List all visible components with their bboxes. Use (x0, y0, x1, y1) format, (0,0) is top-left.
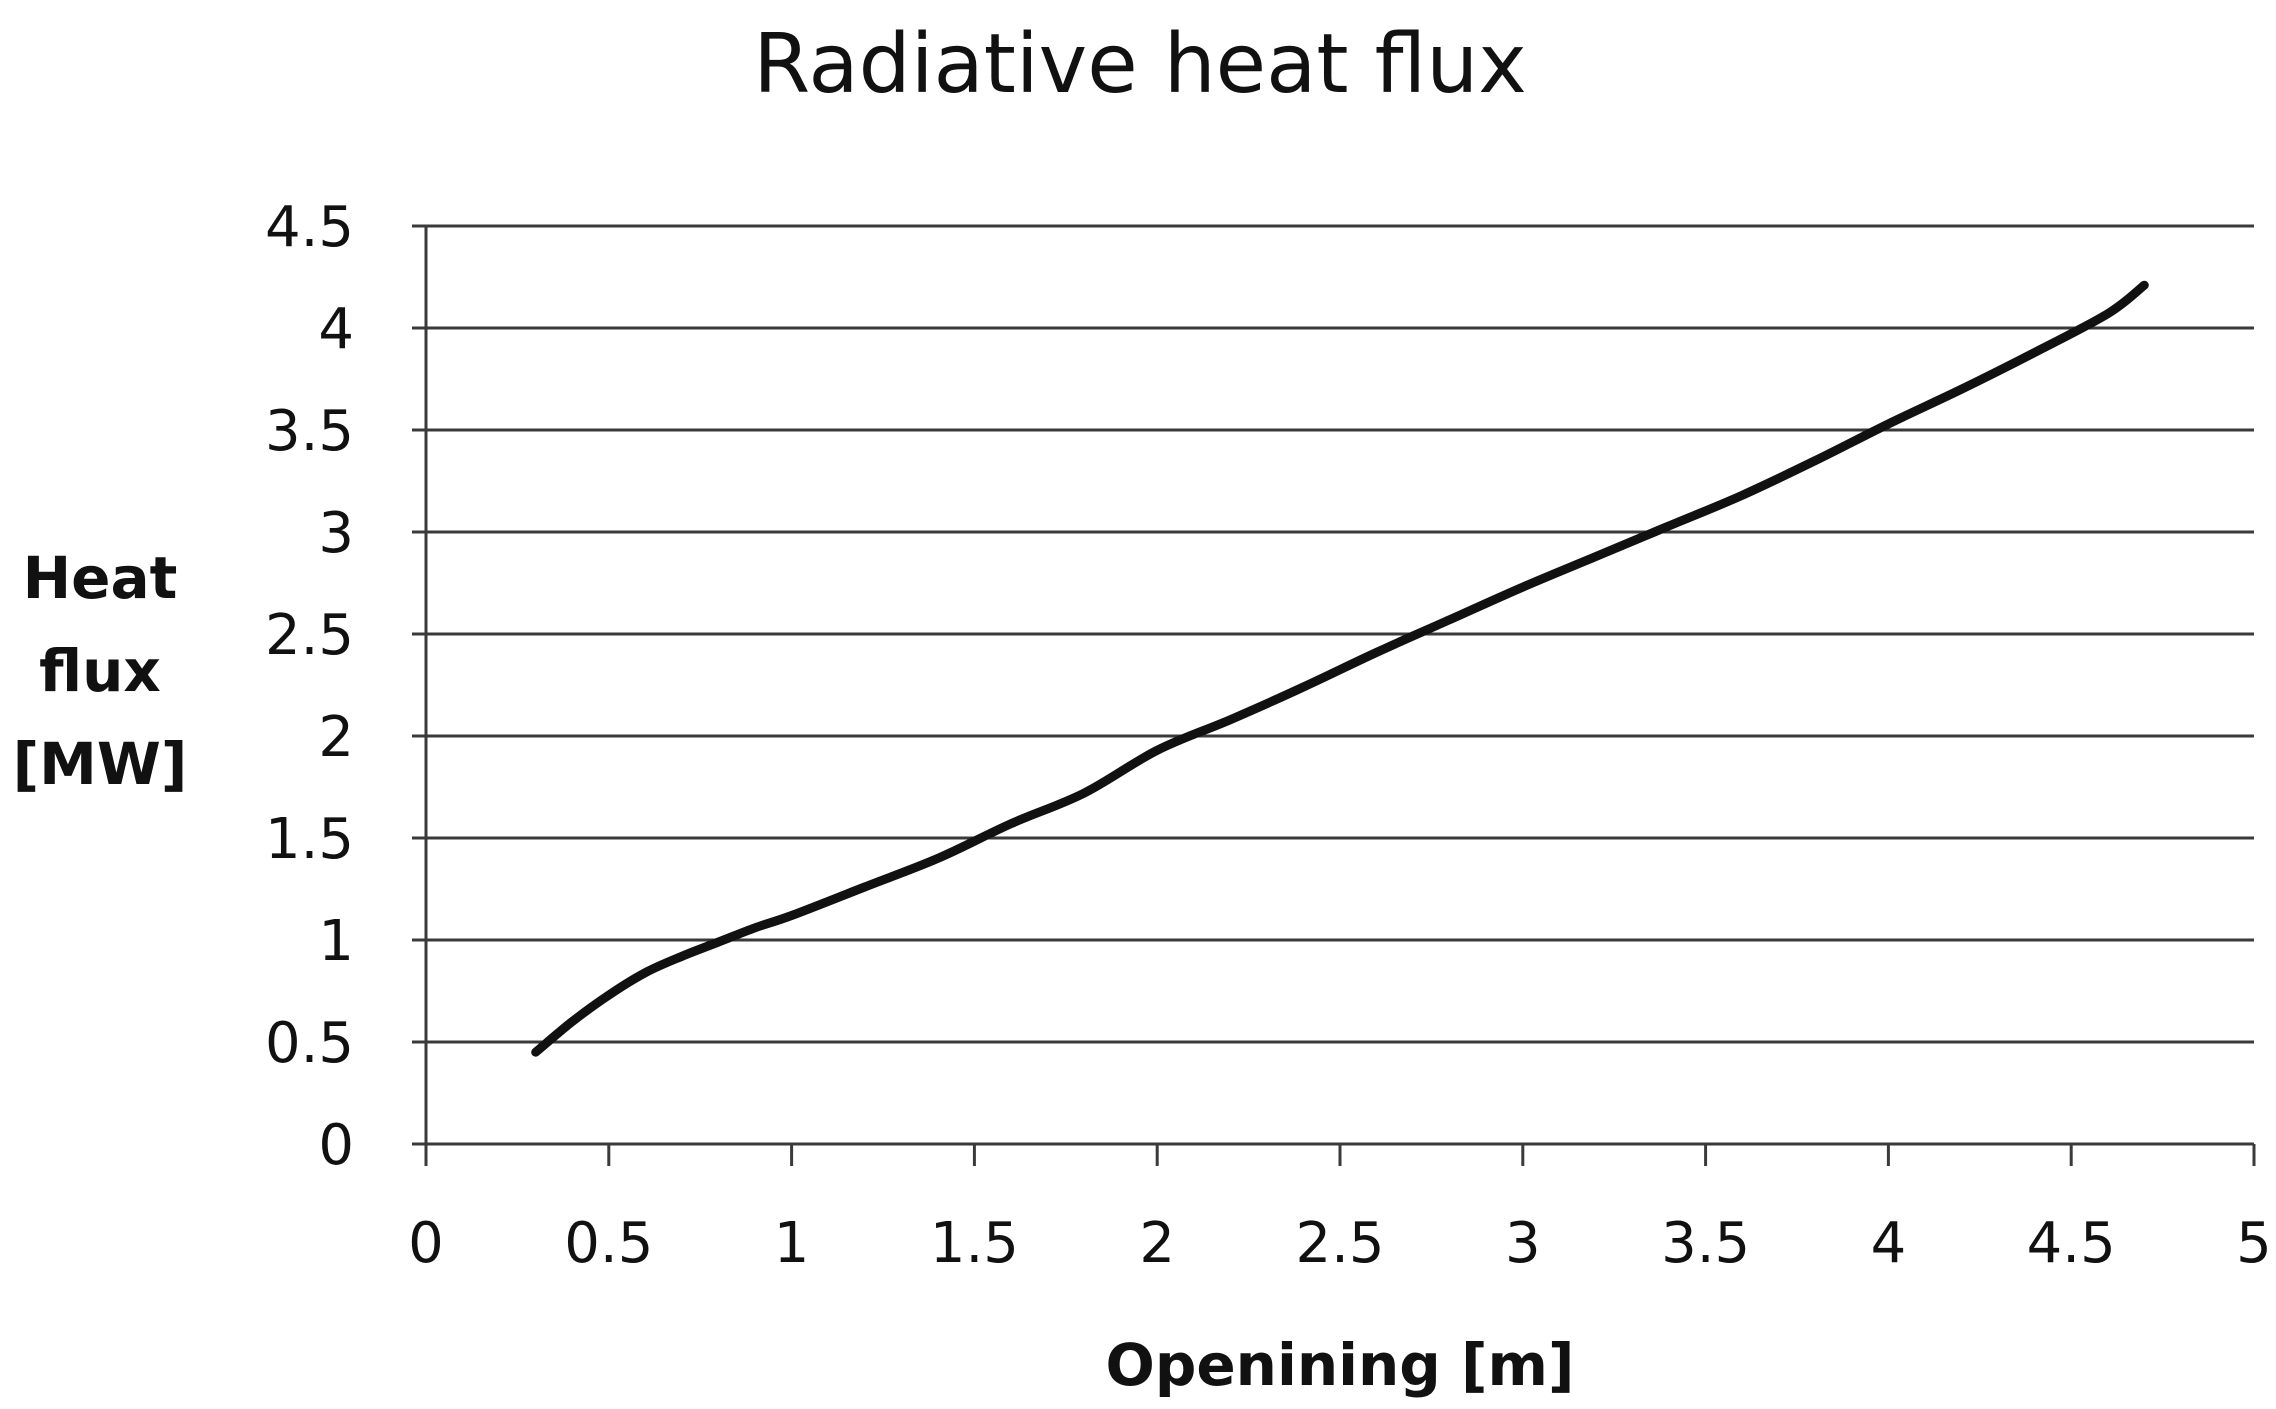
x-tick-label: 0.5 (564, 1211, 653, 1276)
gridlines (412, 224, 2254, 1044)
x-tick-label: 0 (408, 1211, 444, 1276)
chart-title: Radiative heat flux (753, 17, 1527, 112)
x-tick-label: 2 (1139, 1211, 1175, 1276)
y-tick-label: 2.5 (265, 603, 354, 668)
x-tick-label: 5 (2236, 1211, 2272, 1276)
x-tick-label: 3.5 (1661, 1211, 1750, 1276)
x-tick-labels: 0 0.5 1 1.5 2 2.5 3 3.5 4 4.5 5 (408, 1211, 2272, 1276)
y-axis-label-line-1: Heat (23, 544, 178, 612)
y-tick-label: 1.5 (265, 807, 354, 872)
x-tick-label: 3 (1505, 1211, 1541, 1276)
y-tick-label: 0.5 (265, 1011, 354, 1076)
y-tick-label: 3.5 (265, 399, 354, 464)
y-axis-label-line-3: [MW] (13, 730, 188, 798)
y-tick-label: 2 (318, 705, 354, 770)
y-tick-labels: 0 0.5 1 1.5 2 2.5 3 3.5 4 4.5 (265, 195, 354, 1178)
series-lines (531, 280, 2149, 1057)
x-tick-label: 4 (1871, 1211, 1907, 1276)
series-line-0 (531, 280, 2149, 1057)
y-tick-label: 4 (318, 297, 354, 362)
y-axis-label-line-2: flux (39, 637, 161, 705)
y-tick-label: 1 (318, 909, 354, 974)
y-tick-label: 3 (318, 501, 354, 566)
x-tick-label: 1.5 (930, 1211, 1019, 1276)
axes (412, 226, 2256, 1166)
y-tick-label: 0 (318, 1113, 354, 1178)
x-tick-label: 4.5 (2027, 1211, 2116, 1276)
x-tick-label: 1 (774, 1211, 810, 1276)
x-tick-label: 2.5 (1295, 1211, 1384, 1276)
y-tick-label: 4.5 (265, 195, 354, 260)
x-axis-label: Openining [m] (1106, 1331, 1575, 1399)
